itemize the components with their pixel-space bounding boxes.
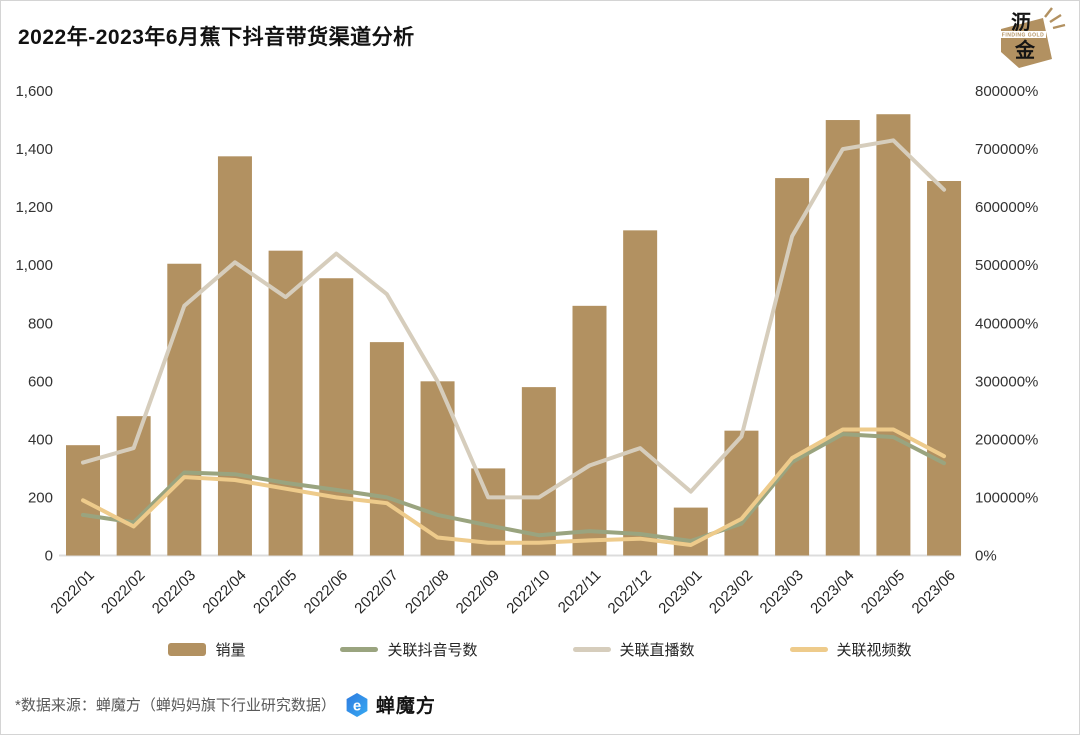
right-axis-tick-label: 500000% (975, 257, 1038, 274)
badge-char-top: 沥 (1011, 11, 1031, 34)
right-axis-tick-label: 100000% (975, 489, 1038, 506)
legend-item-douyin-accounts: 关联抖音号数 (340, 639, 478, 660)
chart-legend: 销量 关联抖音号数 关联直播数 关联视频数 (1, 639, 1079, 660)
sales-bar (217, 156, 252, 556)
sales-bar (673, 507, 708, 556)
legend-label: 关联直播数 (619, 642, 695, 659)
x-axis-month-label: 2022/03 (149, 567, 199, 617)
sales-bar (369, 342, 404, 556)
right-axis-tick-label: 800000% (975, 83, 1038, 100)
x-axis-month-label: 2023/01 (655, 567, 705, 617)
x-axis-month-label: 2022/04 (199, 567, 249, 617)
x-axis-month-label: 2023/03 (757, 567, 807, 617)
left-axis-tick-label: 1,600 (15, 83, 53, 100)
sales-bar (927, 180, 962, 556)
legend-item-sales: 销量 (168, 639, 245, 660)
x-axis-month-label: 2022/06 (301, 567, 351, 617)
x-axis-month-label: 2023/06 (909, 567, 959, 617)
legend-line-swatch (789, 647, 828, 652)
right-axis-tick-label: 700000% (975, 141, 1038, 158)
line-livestreams (81, 138, 947, 500)
x-axis-month-label: 2023/04 (807, 567, 857, 617)
page-title: 2022年-2023年6月蕉下抖音带货渠道分析 (18, 26, 415, 49)
x-axis-month-label: 2023/02 (706, 567, 756, 617)
svg-text:e: e (353, 697, 361, 714)
legend-label: 关联视频数 (836, 642, 912, 659)
badge-subtext: FINDING GOLD (1002, 33, 1044, 39)
x-axis-month-label: 2022/08 (402, 567, 452, 617)
badge-char-bottom: 金 (1014, 38, 1036, 62)
x-axis-month-label: 2022/11 (555, 567, 605, 617)
sales-bar (572, 305, 607, 556)
legend-item-videos: 关联视频数 (789, 639, 912, 660)
left-axis-tick-label: 400 (28, 431, 53, 448)
sales-bar (623, 230, 658, 556)
left-axis-tick-label: 200 (28, 489, 53, 506)
sales-bar (268, 250, 303, 556)
left-axis-tick-label: 600 (28, 373, 53, 390)
data-source-note: *数据来源：蝉魔方（蝉妈妈旗下行业研究数据） (15, 697, 336, 714)
right-axis-tick-label: 600000% (975, 199, 1038, 216)
legend-label: 关联抖音号数 (387, 642, 478, 659)
left-axis-tick-label: 1,200 (15, 199, 53, 216)
footer: *数据来源：蝉魔方（蝉妈妈旗下行业研究数据） e 蝉魔方 (15, 691, 436, 718)
x-axis-month-label: 2022/10 (503, 567, 553, 617)
sales-bar (825, 120, 860, 556)
legend-bar-swatch (168, 643, 207, 656)
x-axis-month-label: 2022/01 (47, 567, 97, 617)
x-axis-month-label: 2022/12 (605, 567, 655, 617)
x-axis-month-label: 2022/07 (351, 567, 401, 617)
left-axis-tick-label: 800 (28, 315, 53, 332)
chanmofang-logo: e 蝉魔方 (344, 691, 436, 718)
x-axis-month-label: 2022/02 (98, 567, 148, 617)
legend-line-swatch (340, 647, 379, 652)
sales-bar (319, 278, 354, 556)
badge-gold-shape (1001, 18, 1052, 68)
line-videos (81, 427, 947, 547)
chanmofang-logo-icon: e (346, 692, 368, 717)
legend-item-livestreams: 关联直播数 (572, 639, 695, 660)
right-axis-tick-label: 400000% (975, 315, 1038, 332)
sales-bar (876, 114, 911, 556)
right-axis-tick-label: 200000% (975, 431, 1038, 448)
right-axis-tick-label: 0% (975, 548, 997, 565)
legend-label: 销量 (215, 642, 246, 659)
x-axis-month-label: 2022/05 (250, 567, 300, 617)
right-axis-tick-label: 300000% (975, 373, 1038, 390)
x-axis-month-label: 2022/09 (453, 567, 503, 617)
left-axis-tick-label: 1,400 (15, 141, 53, 158)
sales-bar (521, 387, 556, 556)
sales-bar (167, 263, 202, 556)
brand-badge-finding-gold-logo: 沥 FINDING GOLD 金 (1000, 7, 1066, 68)
legend-line-swatch (572, 647, 611, 652)
chanmofang-logo-text: 蝉魔方 (375, 696, 436, 717)
sales-bar (116, 416, 151, 556)
line-douyin-accounts (81, 432, 947, 543)
x-axis-month-label: 2023/05 (858, 567, 908, 617)
left-axis-tick-label: 1,000 (15, 257, 53, 274)
left-axis-tick-label: 0 (45, 548, 53, 565)
